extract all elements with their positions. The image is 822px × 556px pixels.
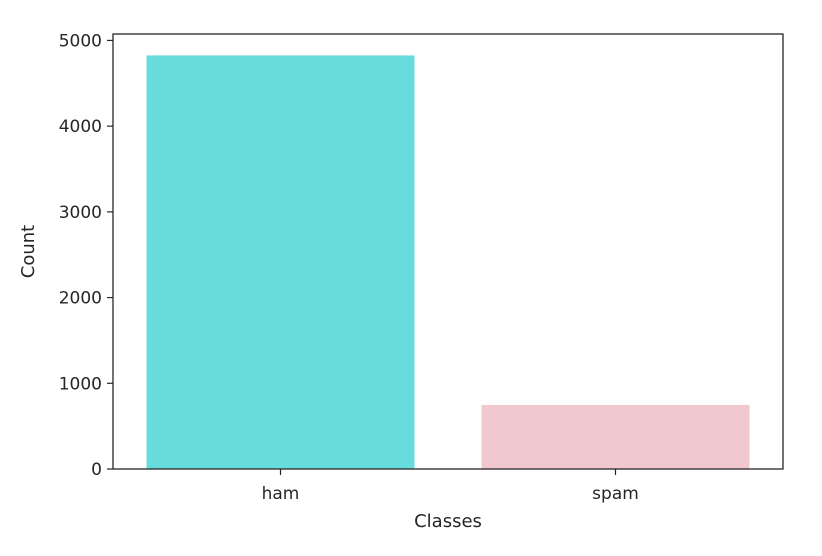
y-tick-label-0: 0	[91, 460, 102, 480]
y-tick-label-2000: 2000	[59, 289, 102, 309]
y-tick-label-4000: 4000	[59, 117, 102, 137]
bar-ham	[146, 55, 415, 470]
x-axis-ticks: ham spam	[262, 469, 639, 504]
bar-spam	[481, 404, 750, 469]
bars-group	[146, 55, 750, 470]
plot-frame	[112, 33, 784, 470]
y-tick-label-1000: 1000	[59, 374, 102, 394]
y-tick-label-5000: 5000	[59, 31, 102, 51]
y-axis-ticks: 0 1000 2000 3000 4000 5000	[59, 31, 113, 480]
x-tick-label-spam: spam	[592, 484, 639, 504]
x-axis-label: Classes	[414, 511, 482, 532]
y-axis-label: Count	[18, 225, 39, 278]
x-tick-label-ham: ham	[262, 484, 300, 504]
y-tick-label-3000: 3000	[59, 203, 102, 223]
